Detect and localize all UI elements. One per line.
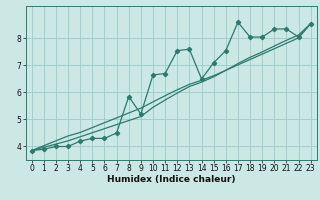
X-axis label: Humidex (Indice chaleur): Humidex (Indice chaleur) bbox=[107, 175, 236, 184]
